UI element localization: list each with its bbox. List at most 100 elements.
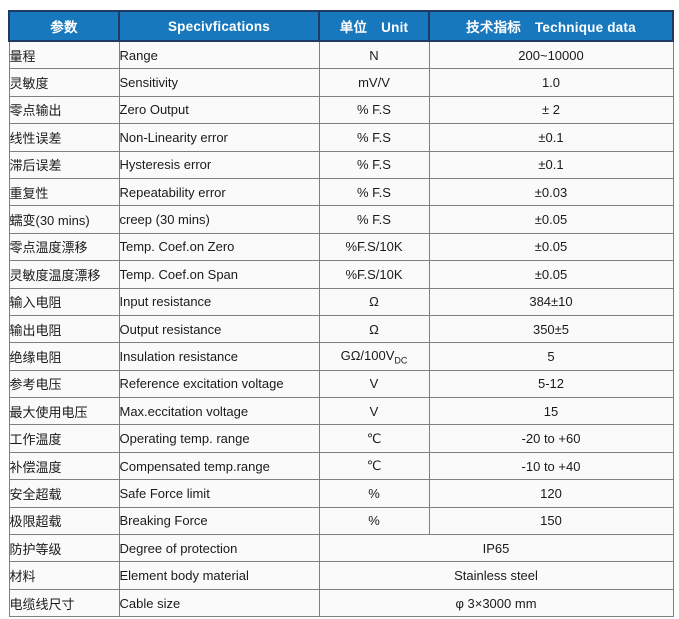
spec-cell: Cable size xyxy=(118,588,320,618)
spec-cell: Reference excitation voltage xyxy=(118,369,320,399)
spec-cell: Hysteresis error xyxy=(118,150,320,179)
value-cell: ±0.05 xyxy=(428,260,674,289)
spec-cell: Operating temp. range xyxy=(118,424,320,453)
unit-cell: % F.S xyxy=(318,205,430,234)
value-cell: 1.0 xyxy=(428,68,674,97)
unit-cell: % xyxy=(318,506,430,536)
unit-cell: %F.S/10K xyxy=(318,232,430,262)
param-cell: 灵敏度温度漂移 xyxy=(8,260,120,289)
value-cell: 120 xyxy=(428,479,674,508)
table-row: 电缆线尺寸 Cable size φ 3×3000 mm xyxy=(8,588,674,618)
spec-cell: Breaking Force xyxy=(118,506,320,536)
param-cell: 滞后误差 xyxy=(8,150,120,179)
unit-cell: V xyxy=(318,369,430,399)
value-cell: 15 xyxy=(428,397,674,426)
unit-cell: Ω xyxy=(318,287,430,316)
table-row: 蠕变(30 mins) creep (30 mins)% F.S ±0.05 xyxy=(8,205,674,234)
table-row: 重复性 Repeatability error% F.S ±0.03 xyxy=(8,177,674,207)
value-cell: 150 xyxy=(428,506,674,536)
unit-cell: % F.S xyxy=(318,95,430,125)
param-cell: 绝缘电阻 xyxy=(8,342,120,371)
table-row: 量程 Range N 200~10000 xyxy=(8,40,674,70)
header-specifications-label: Specivfications xyxy=(167,18,271,34)
header-unit-label-en: Unit xyxy=(381,20,409,35)
unit-cell: % F.S xyxy=(318,150,430,179)
param-cell: 电缆线尺寸 xyxy=(8,588,120,618)
merged-value-cell: IP65 xyxy=(318,534,674,563)
param-cell: 灵敏度 xyxy=(8,68,120,97)
param-cell: 安全超载 xyxy=(8,479,120,508)
unit-cell: N xyxy=(318,40,430,70)
param-cell: 零点温度漂移 xyxy=(8,232,120,262)
header-row: 参数 Specivfications 单位 Unit 技术指标 Technique … xyxy=(8,10,674,42)
table-row: 工作温度 Operating temp. range ℃ -20 to +60 xyxy=(8,424,674,453)
param-cell: 极限超载 xyxy=(8,506,120,536)
value-cell: ±0.03 xyxy=(428,177,674,207)
table-row: 补偿温度 Compensated temp.range ℃ -10 to +40 xyxy=(8,451,674,481)
spec-cell: Insulation resistance xyxy=(118,342,320,371)
spec-cell: Non-Linearity error xyxy=(118,123,320,152)
unit-cell: Ω xyxy=(318,314,430,344)
table-row: 参考电压 Reference excitation voltage V 5-12 xyxy=(8,369,674,399)
spec-cell: Input resistance xyxy=(118,287,320,316)
param-cell: 零点输出 xyxy=(8,95,120,125)
unit-cell: % F.S xyxy=(318,177,430,207)
header-param: 参数 xyxy=(8,10,120,42)
merged-value-cell: φ 3×3000 mm xyxy=(318,588,674,618)
spec-cell: Range xyxy=(118,40,320,70)
table-row: 材料 Element body material Stainless steel xyxy=(8,561,674,590)
header-technique-data: 技术指标 Technique data xyxy=(428,10,674,42)
spec-cell: creep (30 mins) xyxy=(118,205,320,234)
spec-cell: Safe Force limit xyxy=(118,479,320,508)
param-cell: 蠕变(30 mins) xyxy=(8,205,120,234)
header-specifications: Specivfications xyxy=(118,10,320,42)
unit-cell: ℃ xyxy=(318,424,430,453)
spec-cell: Compensated temp.range xyxy=(118,451,320,481)
param-cell: 材料 xyxy=(8,561,120,590)
param-cell: 最大使用电压 xyxy=(8,397,120,426)
value-cell: 5-12 xyxy=(428,369,674,399)
unit-cell: %F.S/10K xyxy=(318,260,430,289)
header-technique-label-en: Technique data xyxy=(534,20,636,35)
param-cell: 量程 xyxy=(8,40,120,70)
table-row: 滞后误差 Hysteresis error% F.S ±0.1 xyxy=(8,150,674,179)
spec-cell: Element body material xyxy=(118,561,320,590)
spec-table-header: 参数 Specivfications 单位 Unit 技术指标 Technique … xyxy=(8,10,674,42)
param-cell: 防护等级 xyxy=(8,534,120,563)
param-cell: 输出电阻 xyxy=(8,314,120,344)
spec-table-body: 量程 Range N 200~10000 灵敏度 Sensitivity mV/V 1.0 零点… xyxy=(8,40,674,618)
table-row: 线性误差 Non-Linearity error% F.S ±0.1 xyxy=(8,123,674,152)
unit-cell: ℃ xyxy=(318,451,430,481)
param-cell: 补偿温度 xyxy=(8,451,120,481)
table-row: 灵敏度温度漂移 Temp. Coef.on Span %F.S/10K ±0.05 xyxy=(8,260,674,289)
header-unit: 单位 Unit xyxy=(318,10,430,42)
value-cell: ±0.1 xyxy=(428,150,674,179)
param-cell: 重复性 xyxy=(8,177,120,207)
value-cell: ± 2 xyxy=(428,95,674,125)
table-row: 最大使用电压 Max.eccitation voltage V 15 xyxy=(8,397,674,426)
spec-cell: Output resistance xyxy=(118,314,320,344)
table-row: 输出电阻 Output resistance Ω 350±5 xyxy=(8,314,674,344)
table-row: 灵敏度 Sensitivity mV/V 1.0 xyxy=(8,68,674,97)
value-cell: -10 to +40 xyxy=(428,451,674,481)
unit-subscript: DC xyxy=(394,355,408,366)
value-cell: ±0.05 xyxy=(428,232,674,262)
unit-cell: % xyxy=(318,479,430,508)
table-row: 防护等级 Degree of protection IP65 xyxy=(8,534,674,563)
value-cell: ±0.1 xyxy=(428,123,674,152)
header-technique-label-cn: 技术指标 xyxy=(466,20,521,35)
table-row: 安全超载 Safe Force limit% 120 xyxy=(8,479,674,508)
param-cell: 参考电压 xyxy=(8,369,120,399)
spec-cell: Zero Output xyxy=(118,95,320,125)
value-cell: 5 xyxy=(428,342,674,371)
param-cell: 输入电阻 xyxy=(8,287,120,316)
value-cell: 350±5 xyxy=(428,314,674,344)
header-param-label: 参数 xyxy=(50,20,78,35)
param-cell: 线性误差 xyxy=(8,123,120,152)
unit-cell: GΩ/100VDC xyxy=(318,342,430,371)
table-row: 输入电阻 Input resistance Ω 384±10 xyxy=(8,287,674,316)
value-cell: 384±10 xyxy=(428,287,674,316)
spec-cell: Temp. Coef.on Span xyxy=(118,260,320,289)
value-cell: ±0.05 xyxy=(428,205,674,234)
